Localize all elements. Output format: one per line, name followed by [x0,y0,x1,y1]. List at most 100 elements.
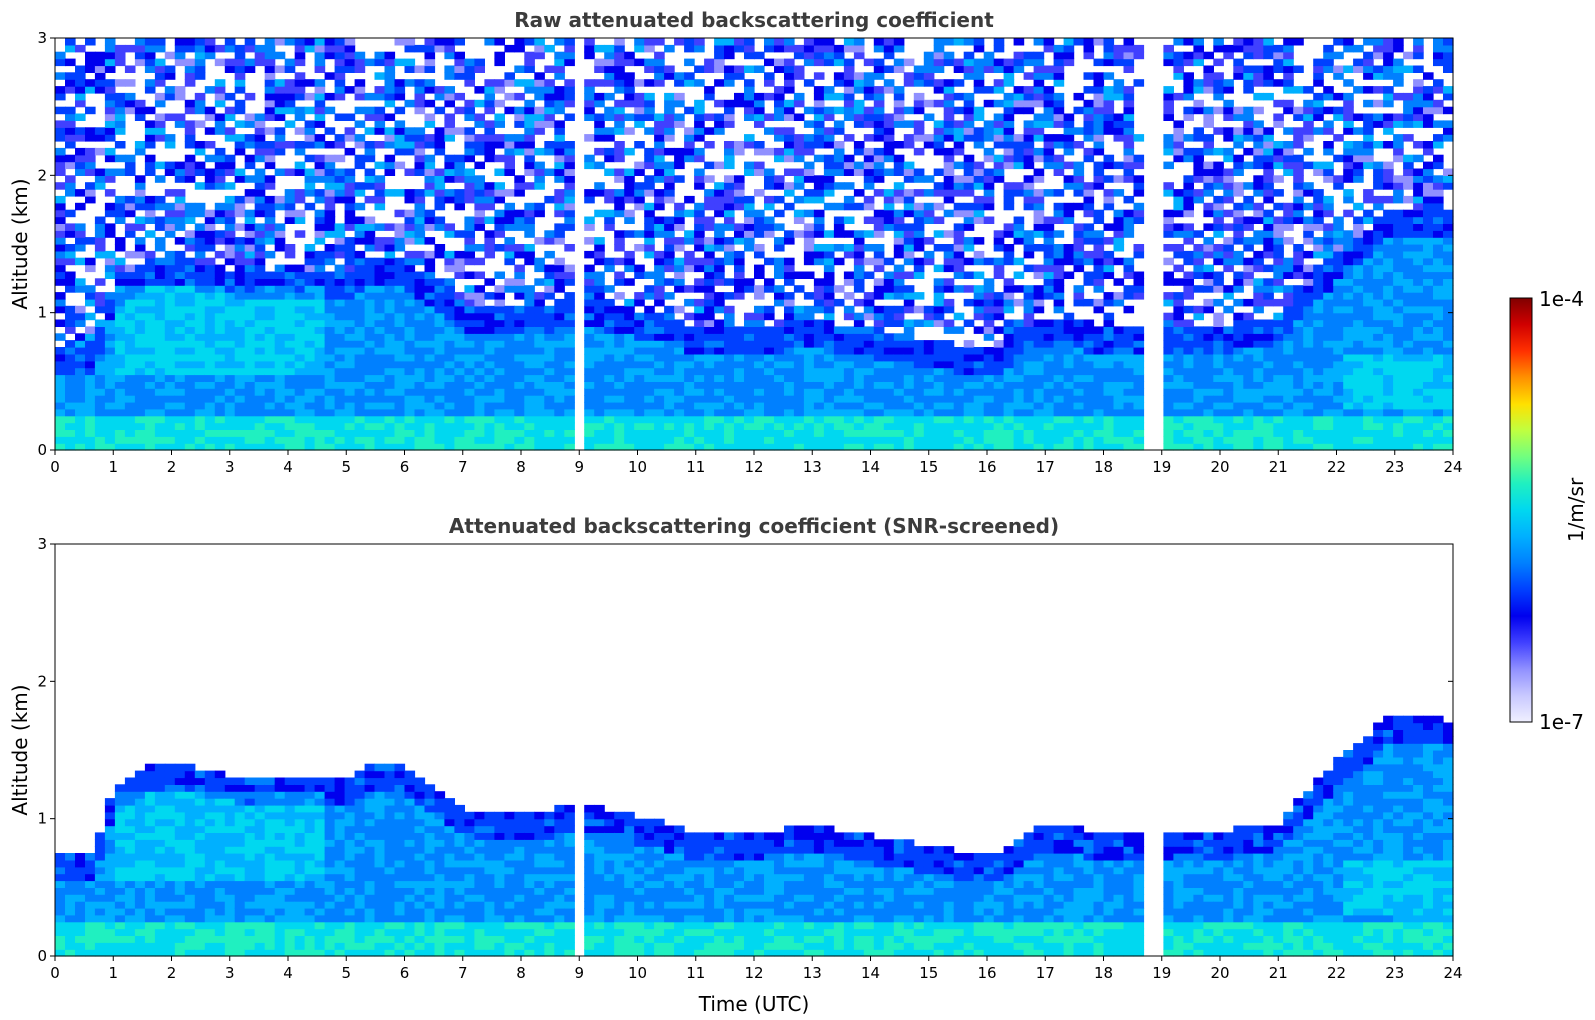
heatmap-cell [1073,415,1085,424]
heatmap-cell [1003,154,1015,163]
heatmap-cell [604,333,615,341]
heatmap-cell [554,230,565,238]
heatmap-cell [174,333,186,341]
heatmap-cell [414,401,426,410]
heatmap-cell [883,120,895,128]
heatmap-cell [1013,58,1025,67]
heatmap-cell [923,422,935,430]
heatmap-cell [124,250,136,259]
heatmap-cell [154,271,166,279]
heatmap-cell [534,319,545,327]
heatmap-cell [624,99,635,108]
heatmap-cell [354,51,366,60]
heatmap-cell [863,395,875,403]
heatmap-cell [274,367,286,376]
heatmap-cell [1013,436,1025,444]
heatmap-cell [294,92,306,101]
heatmap-cell [284,189,296,197]
heatmap-cell [1013,401,1025,410]
heatmap-cell [404,223,416,231]
heatmap-cell [714,367,725,376]
heatmap-cell [1073,367,1085,376]
heatmap-cell [684,408,695,417]
heatmap-cell [334,374,346,382]
heatmap-cell [714,374,725,382]
heatmap-cell [793,381,805,389]
heatmap-cell [364,216,376,224]
heatmap-cell [194,141,206,149]
heatmap-cell [184,257,196,266]
heatmap-cell [394,161,406,170]
heatmap-cell [863,168,875,176]
heatmap-cell [1023,182,1035,190]
heatmap-cell [344,168,356,176]
heatmap-cell [224,326,236,334]
heatmap-cell [134,141,146,149]
heatmap-cell [973,141,985,149]
heatmap-cell [114,326,126,334]
heatmap-cell [664,422,675,430]
heatmap-cell [1093,333,1105,341]
heatmap-cell [65,285,76,293]
heatmap-cell [943,305,955,314]
heatmap-cell [114,319,126,327]
heatmap-cell [334,347,346,355]
heatmap-cell [843,79,855,87]
heatmap-cell [784,134,795,142]
heatmap-cell [394,326,406,334]
heatmap-cell [444,415,455,424]
heatmap-cell [1053,367,1065,376]
heatmap-cell [514,360,525,369]
heatmap-cell [1043,86,1055,94]
heatmap-cell [414,106,426,115]
heatmap-cell [823,168,835,176]
heatmap-cell [474,422,485,430]
heatmap-cell [833,230,845,238]
heatmap-cell [454,374,465,382]
heatmap-cell [953,443,965,451]
heatmap-cell [554,347,565,355]
heatmap-cell [963,209,975,218]
heatmap-cell [1123,147,1135,156]
heatmap-cell [304,79,316,87]
heatmap-cell [1033,347,1045,355]
heatmap-cell [1033,360,1045,369]
heatmap-cell [1123,195,1135,204]
heatmap-cell [754,168,765,176]
heatmap-cell [354,305,366,314]
heatmap-cell [114,264,126,273]
heatmap-cell [724,401,735,410]
heatmap-cell [144,278,156,286]
heatmap-cell [204,319,216,327]
heatmap-cell [224,347,236,355]
heatmap-cell [584,333,595,341]
heatmap-cell [55,216,66,224]
heatmap-cell [404,195,416,204]
heatmap-cell [604,319,615,327]
heatmap-cell [354,264,366,273]
heatmap-cell [484,147,495,156]
heatmap-cell [823,436,835,444]
heatmap-cell [384,51,396,60]
heatmap-cell [164,353,176,362]
heatmap-cell [793,285,805,293]
heatmap-cell [734,65,745,73]
heatmap-cell [863,312,875,321]
heatmap-cell [893,381,905,389]
heatmap-cell [943,285,955,293]
heatmap-cell [963,168,975,176]
heatmap-cell [344,250,356,259]
heatmap-cell [464,141,475,149]
heatmap-cell [154,333,166,341]
heatmap-cell [793,72,805,80]
heatmap-cell [694,312,705,321]
heatmap-cell [194,106,206,115]
heatmap-cell [1043,134,1055,142]
heatmap-cell [873,38,885,46]
heatmap-cell [564,209,575,218]
heatmap-cell [1013,333,1025,341]
heatmap-cell [614,106,625,115]
heatmap-cell [793,347,805,355]
heatmap-cell [923,395,935,403]
heatmap-cell [803,51,815,60]
